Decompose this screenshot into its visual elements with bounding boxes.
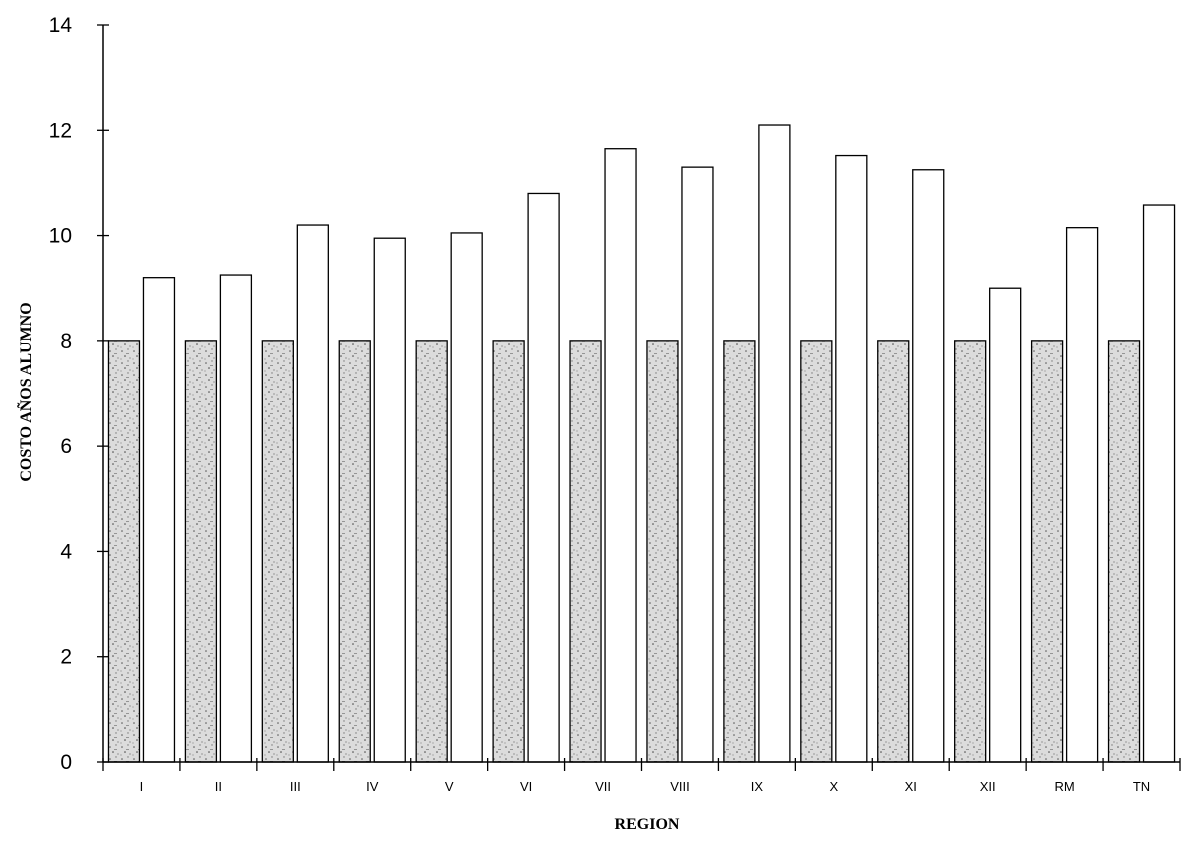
y-tick-label-4: 4 xyxy=(60,540,72,563)
bar-series2-rm xyxy=(1065,227,1099,763)
x-axis-title: REGION xyxy=(615,816,680,833)
x-tick-label-ii: II xyxy=(215,779,222,794)
x-tick-label-x: X xyxy=(829,779,838,794)
y-tick-label-10: 10 xyxy=(49,225,72,248)
x-tick-label-xi: XI xyxy=(905,779,917,794)
y-tick-label-12: 12 xyxy=(49,119,72,142)
bar-series2-xii xyxy=(989,287,1022,763)
bar-series1-ii xyxy=(184,340,218,763)
bar-series1-iv xyxy=(338,340,371,763)
axes-group: I II III IV V VI VII VIII IX X XI XII RM TN0246810121… xyxy=(49,14,1181,794)
y-axis-title: COSTO AÑOS ALUMNO xyxy=(16,302,35,481)
x-tick-label-tn: TN xyxy=(1133,779,1150,794)
bars-group xyxy=(107,124,1176,763)
y-tick-label-2: 2 xyxy=(60,646,72,669)
x-tick-label-vii: VII xyxy=(595,779,611,794)
y-tick-label-6: 6 xyxy=(60,435,72,458)
bar-series2-iv xyxy=(373,237,406,763)
bar-series1-tn xyxy=(1107,340,1141,763)
bar-series2-viii xyxy=(681,166,714,763)
y-tick-label-8: 8 xyxy=(60,330,72,353)
bar-series2-ix xyxy=(758,124,791,763)
x-tick-label-viii: VIII xyxy=(670,779,690,794)
bar-series1-rm xyxy=(1030,340,1064,763)
x-tick-label-ix: IX xyxy=(751,779,764,794)
bar-series1-v xyxy=(415,340,448,763)
bar-series1-xii xyxy=(954,340,987,763)
bar-series2-ii xyxy=(219,274,253,763)
bar-series1-ix xyxy=(723,340,756,763)
bar-series2-vi xyxy=(527,192,560,763)
bar-series1-viii xyxy=(646,340,679,763)
x-tick-label-iv: IV xyxy=(366,779,379,794)
bar-series1-xi xyxy=(877,340,910,763)
y-tick-label-14: 14 xyxy=(49,14,73,37)
x-tick-label-xii: XII xyxy=(980,779,996,794)
x-tick-label-vi: VI xyxy=(520,779,532,794)
bar-series2-xi xyxy=(912,169,945,763)
x-tick-label-v: V xyxy=(445,779,454,794)
x-tick-label-rm: RM xyxy=(1054,779,1074,794)
bar-series1-i xyxy=(107,340,141,763)
bar-series1-iii xyxy=(261,340,294,763)
x-tick-label-i: I xyxy=(140,779,144,794)
x-tick-label-iii: III xyxy=(290,779,301,794)
bar-series1-vi xyxy=(492,340,525,763)
y-tick-label-0: 0 xyxy=(60,751,72,774)
bar-series2-vii xyxy=(604,148,637,763)
bar-series2-i xyxy=(142,277,176,763)
bar-series2-x xyxy=(835,154,868,763)
bar-series2-tn xyxy=(1142,204,1176,763)
bar-series1-x xyxy=(800,340,833,763)
bar-series1-vii xyxy=(569,340,602,763)
bar-series2-iii xyxy=(296,224,329,763)
bar-series2-v xyxy=(450,232,483,763)
